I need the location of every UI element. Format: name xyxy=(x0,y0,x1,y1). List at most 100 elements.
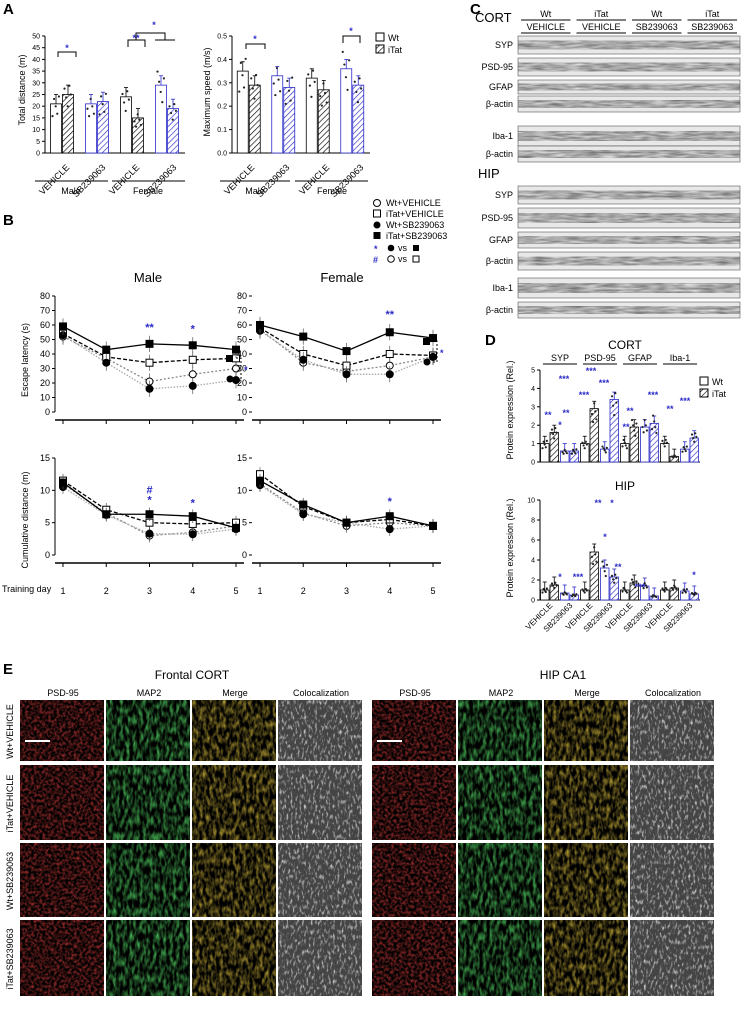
e-image-signal xyxy=(106,700,190,761)
d-sig-star: ** xyxy=(666,404,674,414)
a-dist-datapoint xyxy=(126,90,129,93)
b-female-latency-ytick-label: 80 xyxy=(237,291,247,301)
b-male-latency-point xyxy=(232,345,240,354)
ylabel-escape-latency: Escape latency (s) xyxy=(20,323,30,397)
a-dist-datapoint xyxy=(104,92,107,95)
b-male-latency-point xyxy=(188,381,197,390)
b-male-latency-point xyxy=(59,322,67,331)
a-speed-bar-itat xyxy=(352,84,365,154)
a-dist-datapoint xyxy=(68,84,71,87)
a-dist-ytick-label: 0 xyxy=(36,151,40,158)
d-cort-bar-itat xyxy=(629,426,639,463)
e-image-signal xyxy=(106,843,190,917)
a-star-1: * xyxy=(65,43,69,53)
b-female-cum-point xyxy=(299,500,308,509)
d-cort-datapoint xyxy=(561,450,564,454)
a-dist-bar-itat xyxy=(97,101,109,154)
d-cort-datapoint xyxy=(643,418,646,422)
e-image-signal xyxy=(458,920,542,996)
d-hip-datapoint xyxy=(592,562,595,566)
e-image-signal xyxy=(192,920,276,996)
b-male-cum-point xyxy=(232,523,240,532)
a2-star-1: * xyxy=(253,34,257,44)
d-sig-star: ** xyxy=(562,408,570,418)
b-male-latency-point xyxy=(188,370,197,379)
d-cort-datapoint xyxy=(604,451,607,454)
b-male-cum-ytick-label: 0 xyxy=(45,550,50,560)
d-hip-datapoint xyxy=(643,582,646,585)
d-hip-datapoint xyxy=(663,590,666,593)
d-sig-star: *** xyxy=(648,390,659,400)
d-cort-datapoint xyxy=(645,429,649,432)
d-cort-bar-itat xyxy=(569,450,579,463)
d-cort-datapoint xyxy=(695,435,698,438)
a-dist-bar-itat xyxy=(62,94,74,154)
b-male-latency-point xyxy=(145,384,154,393)
a-dist-ytick-label: 30 xyxy=(32,80,40,87)
b-male-cum-day3-hash: # xyxy=(146,485,152,497)
e-col-label: PSD-95 xyxy=(399,688,431,698)
b-female-cum-series-line xyxy=(259,473,434,527)
panel-label-d: D xyxy=(485,332,496,349)
b-female-end-circle xyxy=(423,358,431,366)
d-legend-wt-swatch xyxy=(699,376,709,386)
e-col-label: Merge xyxy=(222,688,248,698)
a-legend-itat-swatch xyxy=(375,44,385,54)
a-speed-datapoint xyxy=(346,88,349,91)
d-hip-datapoint xyxy=(544,590,547,594)
panel-b: Wt+VEHICLE iTat+VEHICLE Wt+SB239063 iTat… xyxy=(2,198,447,596)
b-female-cum-day4-star: * xyxy=(388,496,393,508)
d-hip-datapoint xyxy=(594,553,597,556)
a-speed-ytick-label: 0.3 xyxy=(217,80,227,87)
d-ylabel-cort: Protein expression (Rel.) xyxy=(505,360,515,459)
d-cort-datapoint xyxy=(621,445,624,448)
b-female-latency-point xyxy=(385,328,394,337)
a-sig-bracket-1 xyxy=(57,51,77,57)
d-cort-datapoint xyxy=(634,434,637,437)
b-day-label: 1 xyxy=(257,586,262,596)
d-cort-datapoint xyxy=(544,446,547,449)
d-hip-datapoint xyxy=(595,560,598,563)
b-female-latency-ytick-label: 50 xyxy=(237,335,247,345)
legend-itat-vehicle: iTat+VEHICLE xyxy=(386,209,444,219)
d-cort-datapoint xyxy=(664,438,667,442)
d-cort-bar-wt xyxy=(540,443,550,463)
a-dist-datapoint xyxy=(168,105,171,108)
e-image-signal xyxy=(192,843,276,917)
d-hip-datapoint xyxy=(641,584,644,588)
b-female-latency-ytick-label: 40 xyxy=(237,349,247,359)
b-day-label: 4 xyxy=(387,586,392,596)
d-sig-star: * xyxy=(603,532,607,542)
d-cort-datapoint xyxy=(590,412,594,416)
a-speed-datapoint xyxy=(348,59,351,62)
a-speed-datapoint xyxy=(308,84,311,87)
d-hip-ytick-label: 2 xyxy=(531,578,535,585)
d-legend-wt: Wt xyxy=(712,377,723,387)
d-cort-datapoint xyxy=(644,424,647,427)
b-male-cum-point xyxy=(188,512,197,521)
ylabel-max-speed: Maximum speed (m/s) xyxy=(202,47,212,136)
b-female-latency-series-line xyxy=(259,328,434,373)
d-cort-datapoint xyxy=(583,447,586,450)
d-cort-datapoint xyxy=(572,448,575,451)
c-col-sub: SB239063 xyxy=(691,22,733,32)
c-col-group: Wt xyxy=(540,9,551,19)
e-image-signal xyxy=(630,843,714,917)
d-hip-datapoint xyxy=(655,595,658,599)
d-hip-datapoint xyxy=(610,574,614,577)
a-speed-datapoint xyxy=(274,93,277,97)
d-hip-datapoint xyxy=(681,591,684,594)
c-cort-5-label: β-actin xyxy=(486,149,513,159)
b-male-latency-ytick-label: 60 xyxy=(40,320,50,330)
a-speed-datapoint xyxy=(319,95,322,98)
legend-vs-2: vs xyxy=(398,254,408,264)
a-speed-datapoint xyxy=(289,99,292,102)
a-dist-bar-wt xyxy=(85,103,97,154)
a-star-3: * xyxy=(152,20,156,30)
a-speed-datapoint xyxy=(311,69,315,72)
b-female-latency-ytick-label: 70 xyxy=(237,306,247,316)
d-hip-datapoint xyxy=(635,580,638,583)
a-dist-datapoint xyxy=(159,90,162,94)
a-dist-datapoint xyxy=(66,105,69,108)
